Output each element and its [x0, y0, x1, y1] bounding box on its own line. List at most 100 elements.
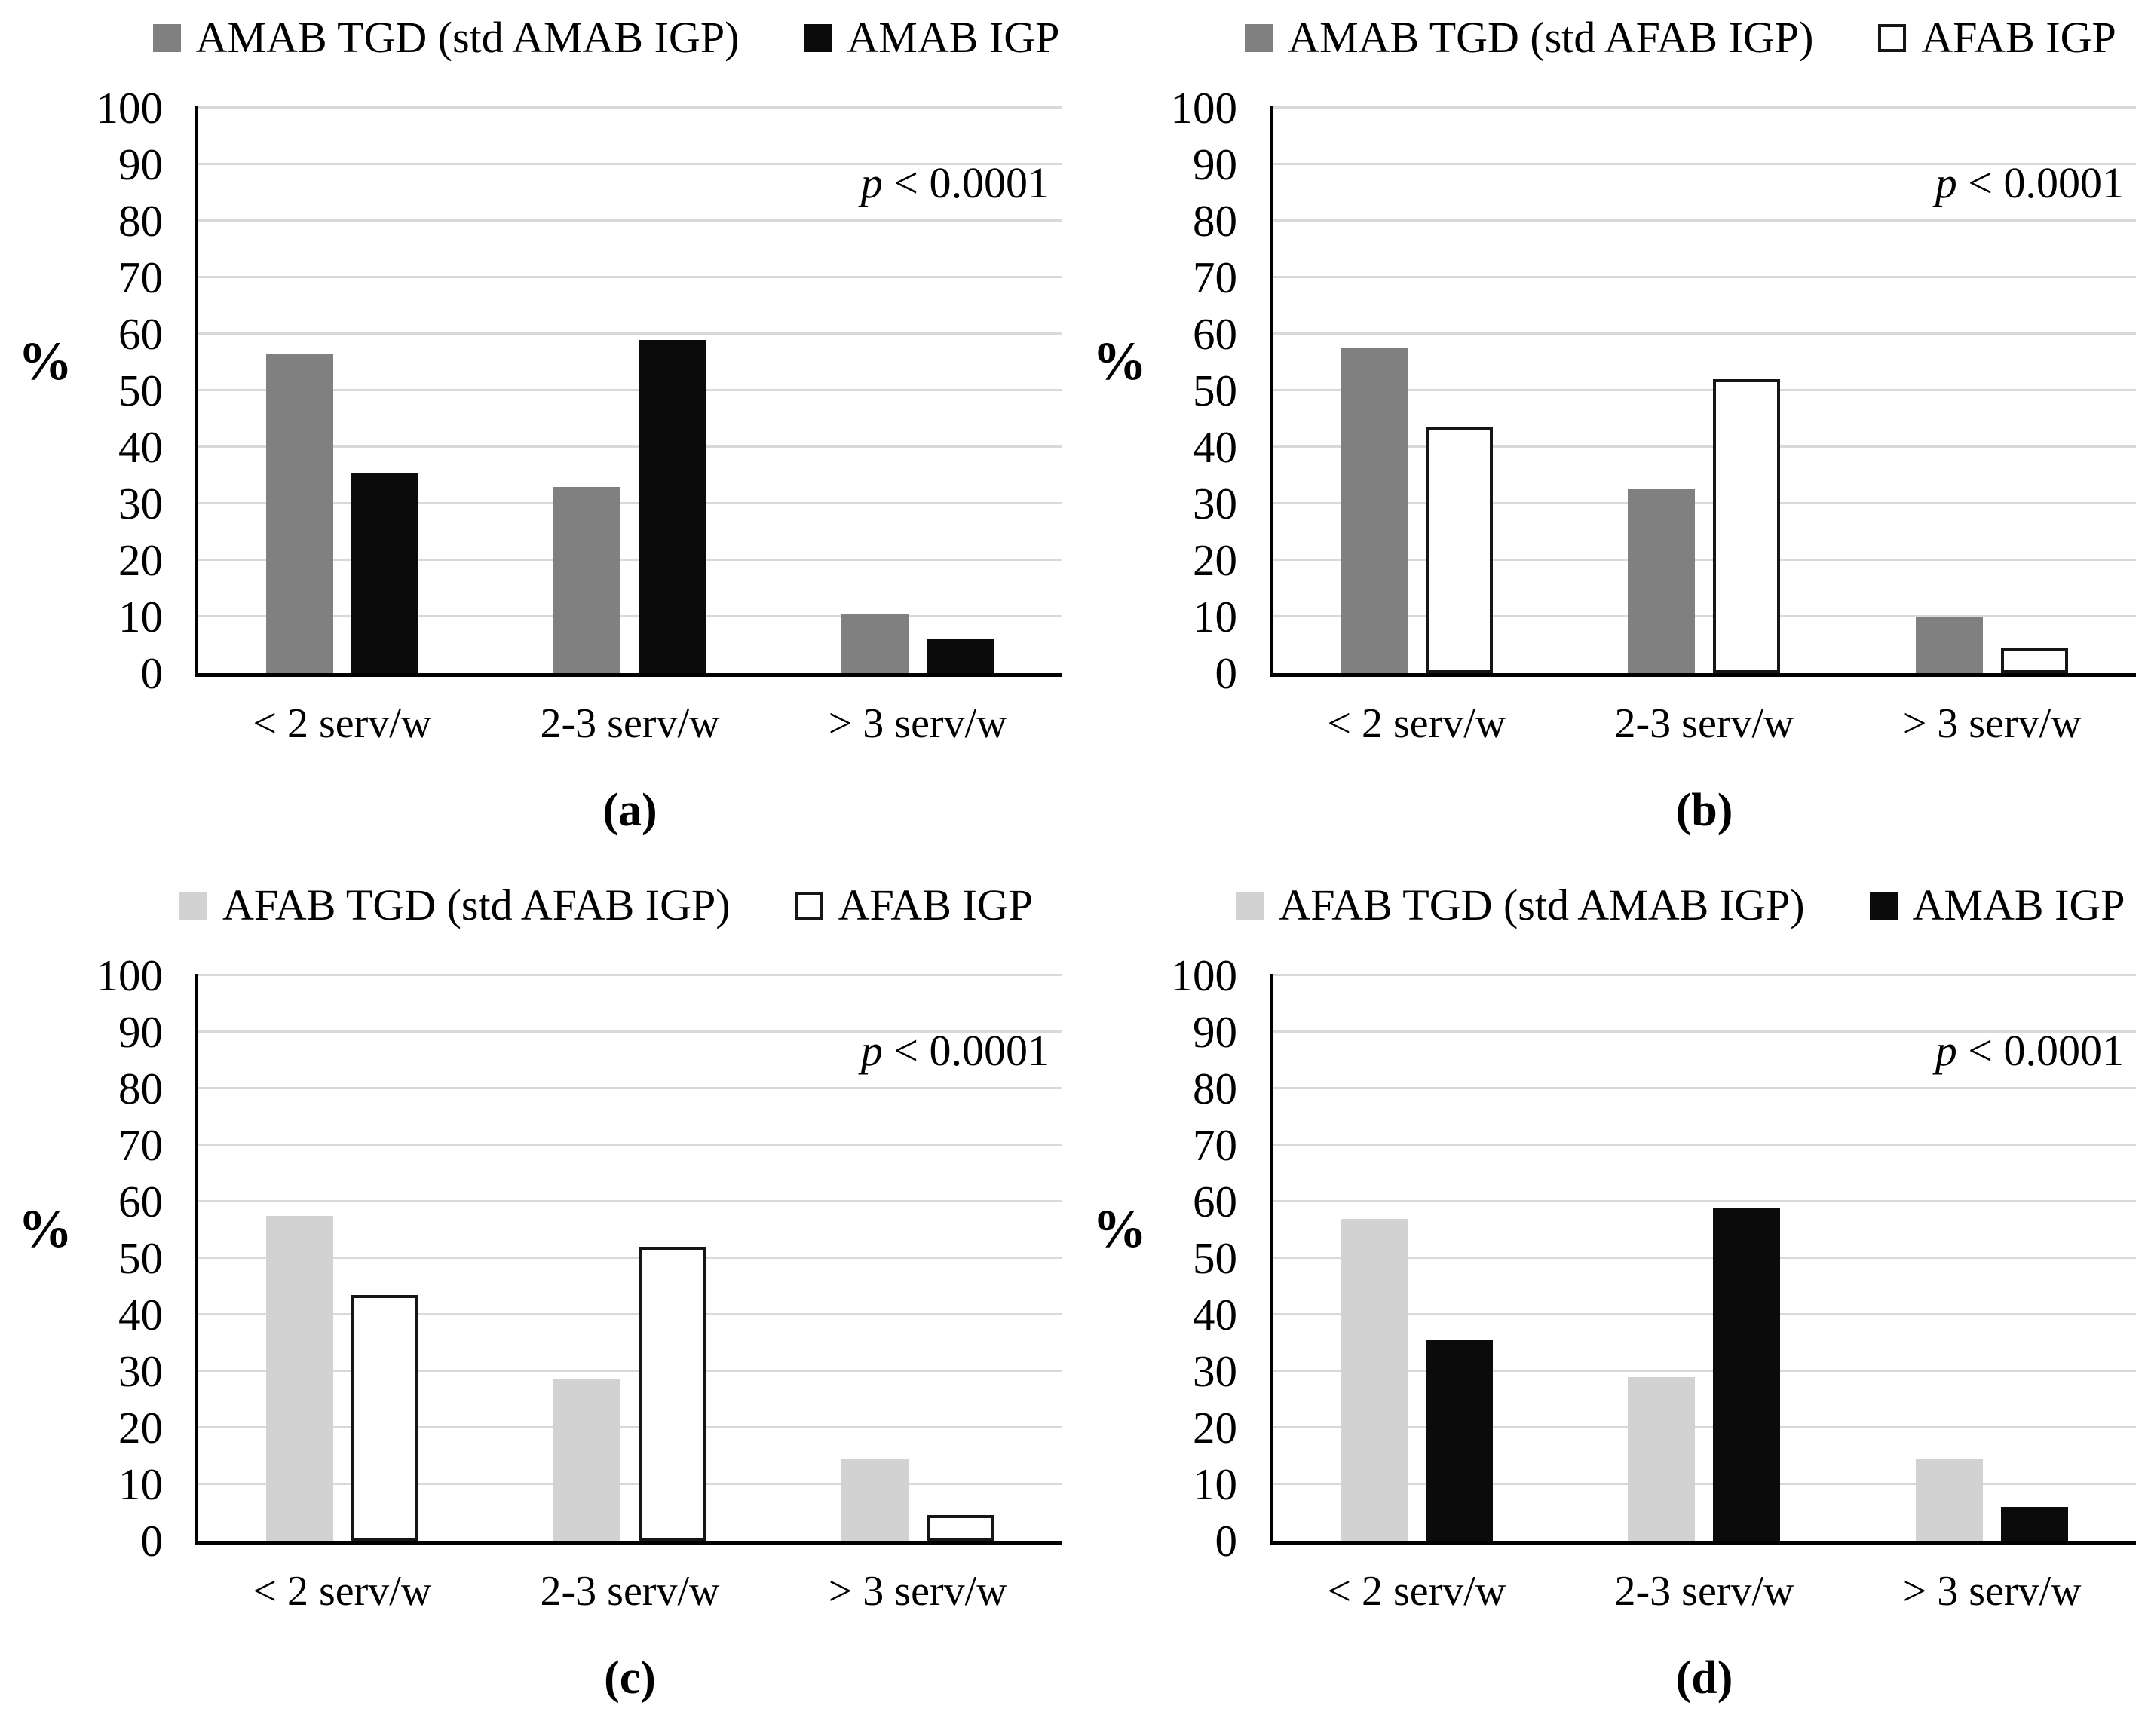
x-axis-line: [195, 673, 1062, 677]
legend-label: AFAB TGD (std AMAB IGP): [1279, 880, 1805, 929]
gridline: [1273, 1030, 2136, 1033]
gridline: [1273, 502, 2136, 504]
p-value-text: < 0.0001: [882, 1026, 1049, 1075]
y-axis-tick-label: 30: [1193, 1346, 1237, 1396]
bar-group: [1561, 975, 1849, 1541]
gridline: [1273, 276, 2136, 278]
legend-item: AMAB IGP: [804, 16, 1059, 60]
y-axis-tick-label: 80: [118, 196, 163, 246]
x-axis-line: [1270, 1541, 2136, 1545]
gridline: [1273, 1257, 2136, 1259]
category-label: < 2 serv/w: [253, 1568, 432, 1615]
p-value-symbol: p: [860, 158, 883, 207]
bar-series2-cat3: [2001, 648, 2069, 673]
panel-a: AMAB TGD (std AMAB IGP) AMAB IGP% 100 90 80 7…: [0, 0, 1074, 868]
gridline: [198, 1257, 1062, 1259]
p-value-text: < 0.0001: [882, 158, 1049, 207]
y-axis-tick-label: 30: [1193, 479, 1237, 528]
bar-group: [486, 108, 774, 673]
y-axis-tick-label: 80: [118, 1064, 163, 1113]
y-axis-tick-label: 100: [96, 83, 164, 133]
panel-letter: (c): [604, 1652, 656, 1704]
legend-swatch-icon: [804, 23, 832, 52]
gridline: [198, 1087, 1062, 1089]
plot-area: p < 0.0001: [1270, 974, 2136, 1545]
plot-area: p < 0.0001: [195, 974, 1062, 1545]
gridline: [1273, 106, 2136, 109]
gridline: [198, 1483, 1062, 1485]
y-axis-tick-label: 40: [118, 422, 163, 472]
y-axis-tick-label: 50: [1193, 1233, 1237, 1283]
y-axis-title: %: [1092, 331, 1147, 391]
y-axis-tick-label: 30: [118, 479, 163, 528]
gridline: [1273, 559, 2136, 561]
gridline: [198, 1313, 1062, 1315]
y-axis-tick-label: 0: [1215, 648, 1238, 698]
legend-label: AMAB TGD (std AMAB IGP): [195, 13, 740, 62]
bar-series2-cat1: [351, 472, 418, 673]
category-label: < 2 serv/w: [253, 700, 432, 747]
y-axis-tick-label: 70: [118, 253, 163, 302]
p-value-annotation: p < 0.0001: [1935, 158, 2124, 208]
plot-area: p < 0.0001: [195, 106, 1062, 677]
legend-item: AMAB TGD (std AMAB IGP): [152, 13, 740, 62]
y-axis-line: [1270, 106, 1273, 677]
bar-group: [1848, 975, 2136, 1541]
gridline: [198, 163, 1062, 165]
y-axis-tick-label: 100: [1170, 951, 1238, 1000]
gridline: [1273, 445, 2136, 448]
bar-series1-cat2: [1628, 1376, 1696, 1541]
legend-swatch-outline-icon: [795, 891, 823, 920]
y-axis-tick-label: 90: [1193, 1007, 1237, 1057]
legend: AMAB TGD (std AFAB IGP) AFAB IGP: [1225, 8, 2136, 68]
y-axis-line: [195, 106, 198, 677]
y-axis-tick-label: 70: [118, 1120, 163, 1170]
legend-label: AFAB IGP: [838, 880, 1033, 929]
category-label: > 3 serv/w: [1902, 700, 2082, 747]
gridline: [1273, 1200, 2136, 1202]
gridline: [1273, 1483, 2136, 1485]
gridline: [1273, 1426, 2136, 1428]
y-axis-tick-label: 40: [1193, 1290, 1237, 1340]
y-axis-tick-label: 70: [1193, 1120, 1237, 1170]
y-axis-tick-label: 20: [118, 535, 163, 585]
category-label: 2-3 serv/w: [1614, 1568, 1794, 1615]
panel-letter: (d): [1675, 1652, 1733, 1704]
legend-item: AFAB IGP: [795, 883, 1033, 927]
bar-group: [1273, 108, 1561, 673]
gridline: [198, 974, 1062, 976]
legend-swatch-icon: [1236, 891, 1264, 920]
gridline: [198, 445, 1062, 448]
bar-series1-cat1: [265, 1215, 333, 1541]
legend-swatch-icon: [179, 891, 208, 920]
legend: AFAB TGD (std AFAB IGP) AFAB IGP: [151, 875, 1062, 935]
bar-series1-cat3: [841, 614, 909, 673]
bar-series1-cat2: [553, 486, 621, 673]
y-axis-tick-label: 90: [118, 1007, 163, 1057]
y-axis-tick-label: 40: [118, 1290, 163, 1340]
bar-group: [198, 108, 486, 673]
panel-d: AFAB TGD (std AMAB IGP) AMAB IGP% 100 90 80 7…: [1074, 868, 2148, 1735]
panel-letter: (b): [1675, 785, 1733, 836]
y-axis-tick-label: 40: [1193, 422, 1237, 472]
bar-series2-cat1: [1425, 1340, 1493, 1541]
bar-series1-cat3: [841, 1459, 909, 1541]
gridline: [198, 219, 1062, 222]
p-value-text: < 0.0001: [1956, 158, 2124, 207]
y-axis-tick-label: 0: [140, 648, 164, 698]
y-axis-tick-label: 10: [118, 1459, 163, 1509]
x-axis-line: [1270, 673, 2136, 677]
gridline: [198, 1426, 1062, 1428]
p-value-symbol: p: [1935, 1026, 1957, 1075]
legend-label: AMAB IGP: [847, 13, 1060, 62]
y-axis-tick-label: 90: [118, 139, 163, 189]
bar-group: [1561, 108, 1849, 673]
p-value-annotation: p < 0.0001: [1935, 1025, 2124, 1076]
y-axis-line: [1270, 974, 1273, 1545]
bar-series2-cat1: [351, 1294, 418, 1541]
category-label: 2-3 serv/w: [1614, 700, 1794, 747]
y-axis-tick-label: 10: [1193, 1459, 1237, 1509]
bar-series2-cat3: [2001, 1507, 2069, 1541]
gridline: [198, 1370, 1062, 1372]
y-axis-tick-label: 90: [1193, 139, 1237, 189]
